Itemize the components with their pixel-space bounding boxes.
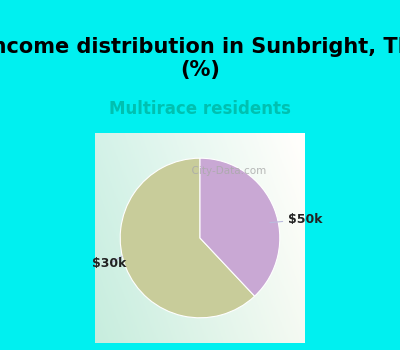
Text: $50k: $50k <box>270 213 323 226</box>
Text: City-Data.com: City-Data.com <box>184 166 266 176</box>
Wedge shape <box>120 158 255 318</box>
Text: Multirace residents: Multirace residents <box>109 99 291 118</box>
Text: Income distribution in Sunbright, TN
(%): Income distribution in Sunbright, TN (%) <box>0 37 400 80</box>
Text: $30k: $30k <box>92 256 127 271</box>
Wedge shape <box>200 158 280 296</box>
